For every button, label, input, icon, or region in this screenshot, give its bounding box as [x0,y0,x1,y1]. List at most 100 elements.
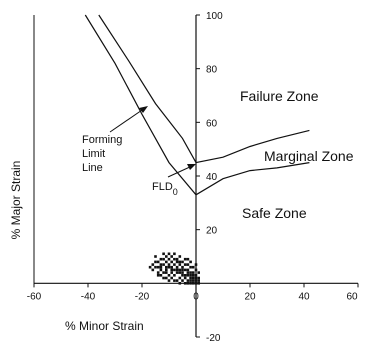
strain-point [189,265,192,269]
strain-point [167,274,171,277]
forming-limit-arrow [109,107,146,133]
x-tick-label: 40 [298,291,310,302]
strain-point [183,263,187,266]
forming-limit-label-line2: Limit [82,148,105,160]
strain-point [178,268,182,272]
strain-point [192,271,195,274]
fld0-arrow [167,165,193,178]
strain-point [194,282,198,285]
strain-point [192,276,195,280]
strain-point [186,268,190,272]
strain-point [192,274,195,277]
strain-point [194,268,198,272]
strain-point [170,271,173,274]
strain-point [167,263,171,266]
strain-point [178,271,182,274]
strain-point [151,263,155,266]
strain-point [154,255,157,258]
strain-point [165,260,168,264]
strain-point [173,263,176,266]
strain-point [183,276,187,280]
strain-point [165,268,168,272]
strain-point [156,265,160,269]
strain-point [175,260,179,264]
x-tick-label: 60 [346,291,358,302]
forming-limit-label-line3: Line [82,162,103,174]
strain-point [173,268,176,272]
strain-point [159,263,163,266]
fld0-label: FLD0 [152,181,178,197]
strain-point [165,276,168,280]
strain-point [189,274,192,277]
strain-point [173,252,176,256]
measured-strain-points [148,252,200,285]
strain-point [197,282,200,285]
strain-point [181,260,184,264]
strain-point [167,252,171,256]
strain-point [183,257,187,261]
x-tick-label: -20 [135,291,150,302]
strain-point [189,271,192,274]
strain-point [156,260,160,264]
strain-point [156,271,160,274]
strain-point [189,276,192,280]
strain-point [189,282,192,285]
strain-point [186,274,190,277]
strain-point [183,268,187,272]
strain-point [192,282,195,285]
fld0-arrowhead [187,164,196,170]
strain-point [162,257,165,261]
strain-point [156,274,160,277]
strain-point [189,260,192,264]
strain-point [186,257,190,261]
strain-point [162,252,165,256]
y-tick-label: 80 [206,65,218,76]
y-axis-title: % Major Strain [9,161,23,240]
strain-point [165,255,168,258]
strain-point [154,265,157,269]
strain-point [186,282,190,285]
forming-limit-label-line1: Forming [82,134,122,146]
strain-point [167,257,171,261]
strain-point [181,274,184,277]
strain-point [192,265,195,269]
strain-point [175,279,179,282]
forming-limit-line [84,14,310,196]
strain-point [178,255,182,258]
strain-point [162,263,165,266]
strain-point [192,279,195,282]
strain-point [162,271,165,274]
strain-point [189,279,192,282]
strain-point [173,274,176,277]
strain-point [194,263,198,266]
y-tick-label: 60 [206,118,218,129]
strain-point [183,282,187,285]
strain-point [154,260,157,264]
strain-point [170,260,173,264]
strain-point [159,274,163,277]
strain-point [178,263,182,266]
strain-point [175,265,179,269]
strain-point [165,271,168,274]
x-tick-label: 20 [244,291,256,302]
strain-point [183,274,187,277]
marginal-line [98,14,310,164]
strain-point [167,265,171,269]
strain-point [173,279,176,282]
y-tick-label: 40 [206,172,218,183]
y-tick-label: -20 [206,333,221,341]
strain-point [178,276,182,280]
strain-point [175,271,179,274]
strain-point [175,268,179,272]
strain-point [170,265,173,269]
strain-point [186,263,190,266]
strain-point [178,282,182,285]
strain-point [159,268,163,272]
x-axis-title: % Minor Strain [65,319,144,333]
fld0-subscript: 0 [173,187,178,197]
strain-point [167,279,171,282]
x-tick-label: -60 [27,291,42,302]
strain-point [186,271,190,274]
x-tick-label: -40 [81,291,96,302]
